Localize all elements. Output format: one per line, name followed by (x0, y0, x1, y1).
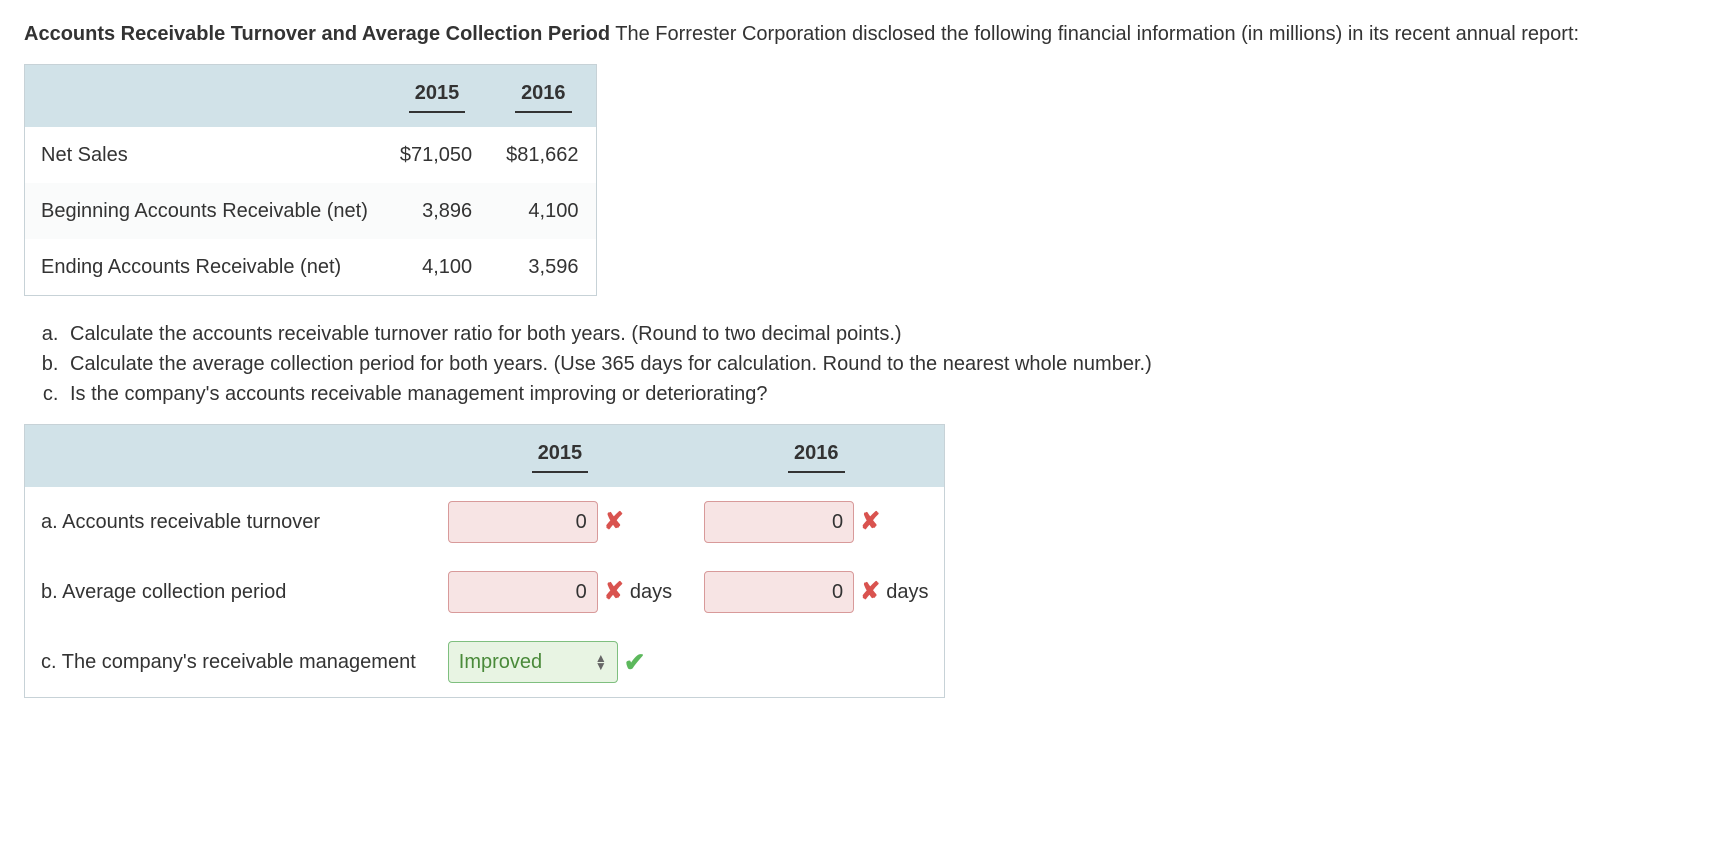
answer-row-c: c. The company's receivable management I… (25, 627, 945, 698)
questions-list: Calculate the accounts receivable turnov… (36, 320, 1736, 408)
answer-a-2016-input[interactable]: 0 (704, 501, 854, 543)
wrong-icon: ✘ (860, 510, 880, 534)
wrong-icon: ✘ (604, 510, 624, 534)
correct-icon: ✔ (624, 649, 646, 675)
wrong-icon: ✘ (604, 580, 624, 604)
data-table: 2015 2016 Net Sales $71,050 $81,662 Begi… (24, 64, 597, 296)
table-row: Beginning Accounts Receivable (net) 3,89… (25, 183, 597, 239)
answer-label: a. Accounts receivable turnover (25, 487, 432, 557)
row-value: 3,596 (490, 239, 597, 296)
row-value: 4,100 (490, 183, 597, 239)
row-value: $71,050 (384, 127, 490, 183)
answers-year-2015: 2015 (432, 425, 688, 488)
row-value: 3,896 (384, 183, 490, 239)
question-c: Is the company's accounts receivable man… (64, 380, 1736, 408)
select-arrows-icon: ▲▼ (595, 654, 607, 670)
answers-table: 2015 2016 a. Accounts receivable turnove… (24, 424, 945, 698)
row-value: $81,662 (490, 127, 597, 183)
row-label: Net Sales (25, 127, 384, 183)
answer-label: c. The company's receivable management (25, 627, 432, 698)
answer-b-2015-input[interactable]: 0 (448, 571, 598, 613)
intro-bold: Accounts Receivable Turnover and Average… (24, 23, 610, 45)
intro-rest: The Forrester Corporation disclosed the … (610, 23, 1579, 45)
answer-b-2016-input[interactable]: 0 (704, 571, 854, 613)
answer-row-a: a. Accounts receivable turnover 0 ✘ 0 ✘ (25, 487, 945, 557)
row-label: Beginning Accounts Receivable (net) (25, 183, 384, 239)
answers-year-2016: 2016 (688, 425, 945, 488)
answer-row-b: b. Average collection period 0 ✘ days 0 … (25, 557, 945, 627)
question-b: Calculate the average collection period … (64, 350, 1736, 378)
unit-label: days (630, 578, 672, 606)
intro-paragraph: Accounts Receivable Turnover and Average… (24, 20, 1712, 48)
data-table-year-2016: 2016 (490, 65, 597, 128)
data-table-empty-header (25, 65, 384, 128)
row-label: Ending Accounts Receivable (net) (25, 239, 384, 296)
answer-a-2015-input[interactable]: 0 (448, 501, 598, 543)
data-table-year-2015: 2015 (384, 65, 490, 128)
wrong-icon: ✘ (860, 580, 880, 604)
table-row: Net Sales $71,050 $81,662 (25, 127, 597, 183)
answers-empty-header (25, 425, 432, 488)
unit-label: days (886, 578, 928, 606)
answer-c-select[interactable]: Improved ▲▼ (448, 641, 618, 683)
table-row: Ending Accounts Receivable (net) 4,100 3… (25, 239, 597, 296)
answer-label: b. Average collection period (25, 557, 432, 627)
question-a: Calculate the accounts receivable turnov… (64, 320, 1736, 348)
row-value: 4,100 (384, 239, 490, 296)
